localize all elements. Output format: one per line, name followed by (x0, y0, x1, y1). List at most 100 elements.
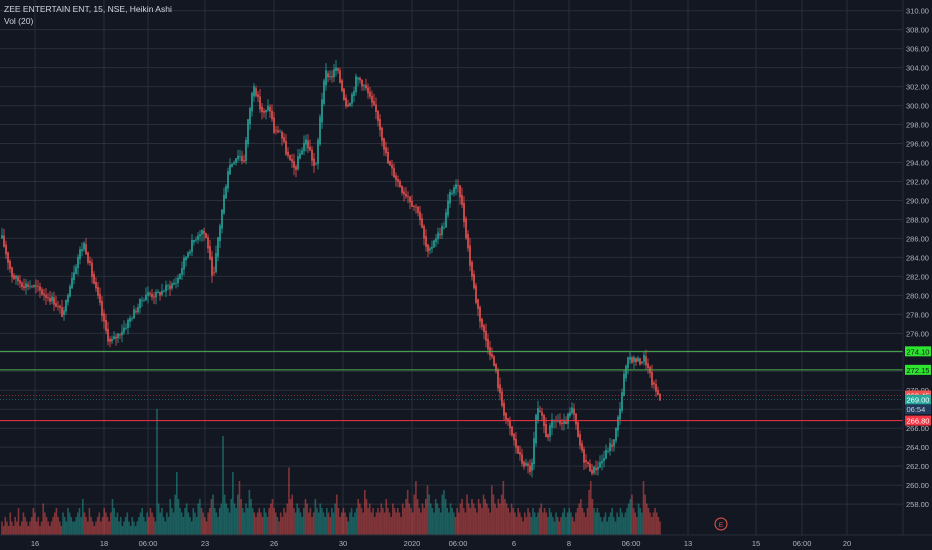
volume-bar (230, 499, 233, 535)
volume-bar (82, 499, 84, 535)
candle-body (203, 230, 205, 234)
candle-body (191, 239, 193, 252)
candle-body (393, 167, 395, 178)
candle-body (463, 202, 465, 223)
volume-bar (91, 521, 94, 535)
volume-bar (111, 499, 114, 535)
candle-body (639, 358, 641, 365)
time-tick-label: 30 (339, 539, 347, 548)
volume-bar (571, 517, 574, 535)
volume-bar (641, 512, 643, 535)
volume-bar (392, 503, 394, 535)
candle-body (447, 200, 449, 216)
candle-body (415, 206, 417, 208)
candle-body (125, 327, 127, 329)
candle-body (261, 106, 263, 112)
candle-body (287, 151, 289, 156)
volume-bar (631, 494, 633, 535)
volume-bar (474, 508, 477, 535)
volume-bar (548, 508, 551, 535)
volume-bar (410, 508, 412, 535)
volume-bar (299, 512, 302, 535)
volume-bar (505, 503, 508, 535)
earnings-event-marker[interactable]: E (714, 517, 728, 531)
volume-bar (124, 517, 127, 535)
candle-body (521, 454, 523, 464)
volume-bar (354, 512, 356, 535)
volume-bar (446, 508, 449, 535)
volume-bar (302, 508, 305, 535)
horizontal-levels[interactable] (0, 350, 903, 422)
candle-body (69, 286, 71, 297)
price-axis-background[interactable] (903, 0, 932, 535)
candle-body (379, 118, 381, 131)
volume-bar (256, 512, 259, 535)
candle-body (433, 240, 435, 248)
volume-bar (373, 517, 376, 535)
candle-body (455, 184, 457, 189)
volume-bar (334, 503, 336, 535)
volume-bar (227, 508, 229, 535)
time-axis-background[interactable] (0, 535, 932, 550)
candle-body (229, 164, 231, 175)
candle-body (245, 139, 247, 162)
volume-bar (220, 503, 223, 535)
price-tick-label: 292.00 (906, 177, 929, 186)
candle-body (335, 67, 337, 71)
volume-bar (233, 503, 236, 535)
volume-bar (622, 517, 625, 535)
candle-body (109, 338, 111, 342)
volume-bar (469, 508, 472, 535)
candle-body (65, 300, 67, 312)
volume-indicator-title[interactable]: Vol (20) (4, 16, 34, 26)
candle-body (591, 469, 593, 474)
volume-bar (144, 521, 147, 535)
candle-body (121, 331, 123, 336)
volume-bar (86, 521, 89, 535)
candle-body (617, 416, 619, 431)
volume-bar (411, 512, 414, 535)
volume-bar (335, 494, 338, 535)
candle-body (183, 257, 185, 270)
candle-body (651, 371, 653, 386)
volume-bar (19, 526, 21, 535)
candle-body (147, 292, 149, 296)
volume-bar (617, 517, 620, 535)
candle-body (249, 108, 251, 125)
volume-bar (398, 512, 401, 535)
volume-bar (27, 526, 30, 535)
candle-body (481, 318, 483, 328)
price-tick-label: 298.00 (906, 121, 929, 130)
volume-bar (75, 517, 78, 535)
volume-bar (190, 521, 193, 535)
candle-body (471, 261, 473, 277)
candle-body (581, 443, 583, 451)
volume-bar (293, 508, 295, 535)
volume-bar (515, 517, 518, 535)
volume-bar (535, 517, 538, 535)
volume-bar (235, 508, 237, 535)
time-tick-label: 15 (752, 539, 760, 548)
candle-body (659, 393, 661, 401)
earnings-event-icon[interactable] (714, 517, 728, 531)
candle-body (199, 234, 201, 237)
candle-body (231, 163, 233, 167)
volume-bar (500, 494, 503, 535)
candle-body (133, 309, 135, 319)
candle-body (185, 256, 187, 261)
candle-body (655, 384, 657, 392)
candle-body (207, 237, 209, 249)
candle-body (175, 282, 177, 284)
candle-body (139, 298, 141, 309)
volume-bar (378, 512, 381, 535)
volume-bar (619, 508, 622, 535)
volume-bar (200, 508, 203, 535)
candle-body (375, 104, 377, 112)
candle-body (149, 293, 151, 295)
candle-body (325, 70, 327, 86)
symbol-title[interactable]: ZEE ENTERTAIN ENT, 15, NSE, Heikin Ashi (4, 4, 172, 14)
volume-bar (157, 503, 160, 535)
candle-body (399, 181, 401, 188)
